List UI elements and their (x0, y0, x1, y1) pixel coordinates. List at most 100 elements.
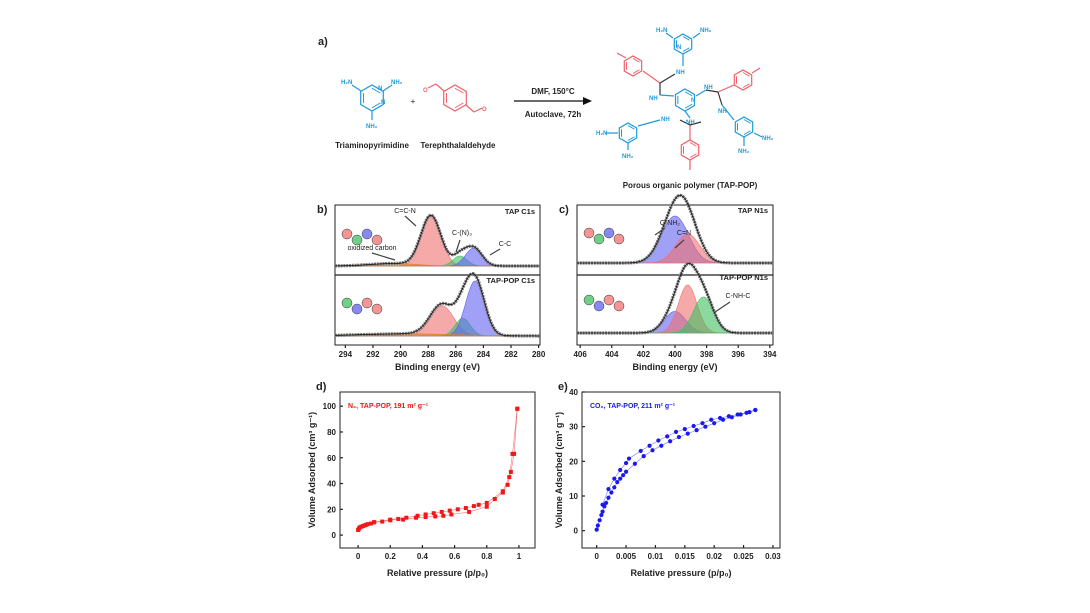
peak-label: C=C-N (394, 208, 416, 215)
atom-label: O (482, 107, 487, 113)
x-tick-label: 0.01 (648, 552, 664, 561)
desorption-point (510, 451, 515, 456)
x-tick-label: 0 (356, 552, 361, 561)
adsorption-point (449, 512, 454, 517)
subplot-title: TAP N1s (738, 206, 768, 215)
x-axis-label: Relative pressure (p/p₀) (630, 568, 731, 578)
double-bond (689, 142, 697, 147)
bond (351, 84, 362, 92)
atom-label: NH₂ (622, 154, 634, 160)
adsorption-point (594, 527, 599, 532)
atom-ball-icon (371, 303, 383, 315)
adsorption-point (401, 517, 406, 522)
adsorption-point (505, 482, 510, 487)
atom-ball-icon (583, 227, 595, 239)
x-tick-label: 290 (394, 350, 408, 359)
x-tick-label: 406 (573, 350, 587, 359)
bond (465, 104, 475, 113)
desorption-point (726, 414, 731, 419)
peak-label: C-(N)₃ (452, 230, 472, 237)
adsorption-point (595, 523, 600, 528)
desorption-point (735, 412, 740, 417)
desorption-point (431, 511, 436, 516)
x-tick-label: 0 (594, 552, 599, 561)
atom-ball-icon (341, 228, 353, 240)
x-tick-label: 396 (732, 350, 746, 359)
double-bond (689, 153, 697, 158)
desorption-point (388, 517, 393, 522)
adsorption-point (492, 497, 497, 502)
tolyl-ring (733, 69, 753, 91)
desorption-point (439, 509, 444, 514)
atom-label: NH (676, 70, 685, 76)
x-tick-label: 288 (422, 350, 436, 359)
x-axis-label: Binding energy (eV) (632, 362, 717, 372)
adsorption-point (433, 514, 438, 519)
y-tick-label: 60 (327, 454, 336, 463)
desorption-point (404, 515, 409, 520)
atom-label: N (691, 98, 695, 104)
bond (382, 84, 393, 92)
peak-arrow (714, 301, 731, 313)
adsorption-point (694, 428, 699, 433)
double-bond (682, 36, 690, 41)
bond (637, 119, 661, 127)
atom-ball-icon (371, 234, 383, 246)
atom-ball-icon (593, 233, 605, 245)
peak-arrow (404, 215, 417, 227)
adsorption-point (685, 431, 690, 436)
double-bond (743, 119, 751, 124)
double-bond (627, 125, 635, 130)
x-tick-label: 286 (449, 350, 463, 359)
peak-arrow (371, 252, 396, 261)
adsorption-point (676, 434, 682, 440)
adsorption-point (380, 519, 385, 524)
bond (665, 32, 674, 39)
atom-ball-icon (593, 300, 605, 312)
double-bond (682, 47, 690, 52)
desorption-point (423, 512, 428, 517)
adsorption-point (703, 424, 708, 429)
desorption-point (415, 513, 420, 518)
x-tick-label: 0.8 (481, 552, 493, 561)
adsorption-point (368, 521, 373, 526)
y-tick-label: 20 (569, 457, 578, 466)
atom-label: NH₂ (391, 80, 403, 86)
atom-label: NH₂ (762, 136, 774, 142)
atom-ball-icon (361, 297, 373, 309)
y-tick-label: 40 (327, 480, 336, 489)
plus-sign: + (411, 97, 416, 106)
panel-a-label: a) (318, 36, 328, 48)
y-tick-label: 0 (574, 527, 579, 536)
panel-c-label: c) (559, 204, 569, 216)
bond (435, 83, 445, 92)
y-tick-label: 0 (332, 531, 337, 540)
y-tick-label: 30 (569, 423, 578, 432)
desorption-point (606, 486, 611, 492)
bond (695, 89, 707, 97)
adsorption-point (423, 515, 428, 520)
adsorption-point (623, 469, 629, 474)
x-tick-label: 0.6 (449, 552, 461, 561)
atom-label: NH (718, 109, 727, 115)
double-bond (632, 58, 640, 63)
adsorption-point (668, 439, 673, 444)
atom-label: NH (661, 117, 670, 123)
y-tick-label: 20 (327, 505, 336, 514)
atom-label: N (677, 45, 681, 51)
adsorption-point (467, 509, 472, 514)
atom-label: NH (704, 85, 713, 91)
bond (679, 119, 691, 126)
panel-b-label: b) (317, 204, 328, 216)
desorption-point (600, 502, 605, 507)
atom-ball-icon (351, 234, 363, 246)
bond (705, 89, 719, 93)
atom-ball-icon (603, 294, 615, 306)
reaction-arrow-head (583, 97, 592, 105)
adsorption-point (603, 500, 609, 506)
subplot-title: TAP-POP N1s (720, 273, 769, 282)
double-bond (371, 87, 381, 94)
desorption-line (602, 409, 756, 505)
adsorption-point (621, 473, 626, 478)
